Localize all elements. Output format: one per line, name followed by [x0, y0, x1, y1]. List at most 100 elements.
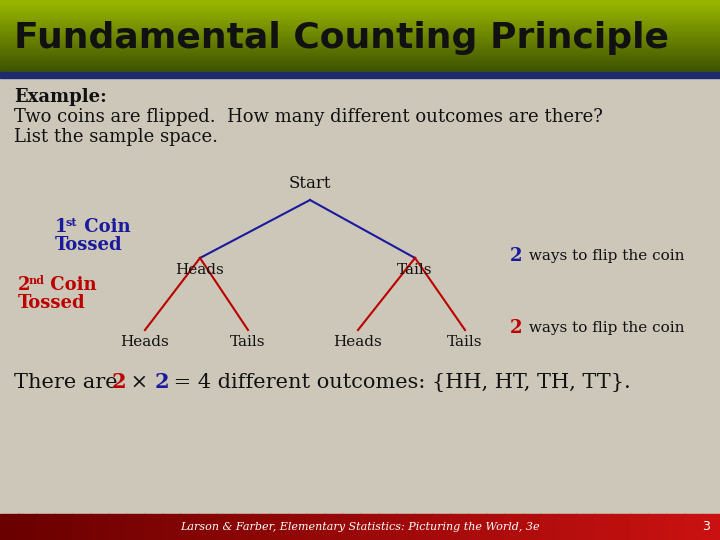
Bar	[0, 10, 720, 12]
Bar	[0, 63, 720, 65]
Bar	[378, 514, 397, 540]
Bar	[0, 19, 720, 21]
Bar	[0, 70, 720, 72]
Bar	[0, 30, 720, 31]
Text: Tails: Tails	[230, 335, 266, 349]
Bar	[162, 514, 181, 540]
Bar	[0, 514, 19, 540]
Text: Larson & Farber, Elementary Statistics: Picturing the World, 3e: Larson & Farber, Elementary Statistics: …	[180, 522, 540, 532]
Bar	[540, 514, 559, 540]
Bar	[126, 514, 145, 540]
Text: = 4 different outcomes: {HH, HT, TH, TT}.: = 4 different outcomes: {HH, HT, TH, TT}…	[167, 373, 631, 392]
Text: 2: 2	[18, 276, 30, 294]
Text: Heads: Heads	[176, 263, 225, 277]
Bar	[0, 26, 720, 28]
Bar	[0, 25, 720, 26]
Bar	[0, 9, 720, 11]
Bar	[504, 514, 523, 540]
Bar	[270, 514, 289, 540]
Bar	[54, 514, 73, 540]
Bar	[108, 514, 127, 540]
Text: Coin: Coin	[44, 276, 96, 294]
Bar	[0, 64, 720, 66]
Bar	[0, 59, 720, 61]
Text: Example:: Example:	[14, 88, 107, 106]
Bar	[0, 28, 720, 30]
Bar	[234, 514, 253, 540]
Bar	[702, 514, 720, 540]
Bar	[342, 514, 361, 540]
Bar	[468, 514, 487, 540]
Text: 2: 2	[112, 372, 127, 392]
Bar	[0, 52, 720, 54]
Text: nd: nd	[29, 275, 45, 286]
Bar	[0, 65, 720, 67]
Bar	[0, 49, 720, 50]
Bar	[0, 36, 720, 37]
Bar	[0, 16, 720, 18]
Bar	[0, 32, 720, 33]
Bar	[414, 514, 433, 540]
Bar	[0, 24, 720, 25]
Bar	[180, 514, 199, 540]
Bar	[0, 50, 720, 52]
Bar	[0, 43, 720, 44]
Bar	[558, 514, 577, 540]
Bar	[0, 56, 720, 58]
Bar	[216, 514, 235, 540]
Bar	[630, 514, 649, 540]
Text: Tossed: Tossed	[55, 236, 122, 254]
Text: ×: ×	[124, 373, 155, 392]
Bar	[522, 514, 541, 540]
Bar	[0, 11, 720, 13]
Bar	[90, 514, 109, 540]
Bar	[0, 40, 720, 42]
Bar	[0, 14, 720, 16]
Bar	[36, 514, 55, 540]
Bar	[0, 21, 720, 23]
Bar	[396, 514, 415, 540]
Bar	[288, 514, 307, 540]
Bar	[0, 39, 720, 41]
Bar	[144, 514, 163, 540]
Bar	[0, 72, 720, 78]
Bar	[666, 514, 685, 540]
Text: Heads: Heads	[121, 335, 169, 349]
Bar	[0, 58, 720, 60]
Bar	[0, 37, 720, 38]
Text: 2: 2	[510, 319, 523, 337]
Bar	[198, 514, 217, 540]
Bar	[576, 514, 595, 540]
Bar	[0, 0, 720, 1]
Bar	[0, 5, 720, 7]
Text: ways to flip the coin: ways to flip the coin	[524, 249, 685, 263]
Text: ways to flip the coin: ways to flip the coin	[524, 321, 685, 335]
Bar	[0, 6, 720, 9]
Bar	[0, 51, 720, 53]
Text: Tails: Tails	[447, 335, 482, 349]
Bar	[432, 514, 451, 540]
Bar	[486, 514, 505, 540]
Text: List the sample space.: List the sample space.	[14, 128, 218, 146]
Bar	[0, 2, 720, 4]
Bar	[0, 45, 720, 47]
Bar	[360, 514, 379, 540]
Bar	[450, 514, 469, 540]
Bar	[0, 13, 720, 15]
Bar	[0, 55, 720, 56]
Bar	[0, 67, 720, 69]
Bar	[0, 17, 720, 19]
Text: Coin: Coin	[78, 218, 130, 236]
Bar	[0, 42, 720, 43]
Bar	[0, 27, 720, 29]
Bar	[0, 62, 720, 64]
Bar	[0, 22, 720, 24]
Text: 2: 2	[155, 372, 170, 392]
Bar	[0, 57, 720, 59]
Bar	[648, 514, 667, 540]
Bar	[0, 44, 720, 45]
Bar	[594, 514, 613, 540]
Bar	[612, 514, 631, 540]
Text: Tails: Tails	[397, 263, 433, 277]
Bar	[0, 3, 720, 5]
